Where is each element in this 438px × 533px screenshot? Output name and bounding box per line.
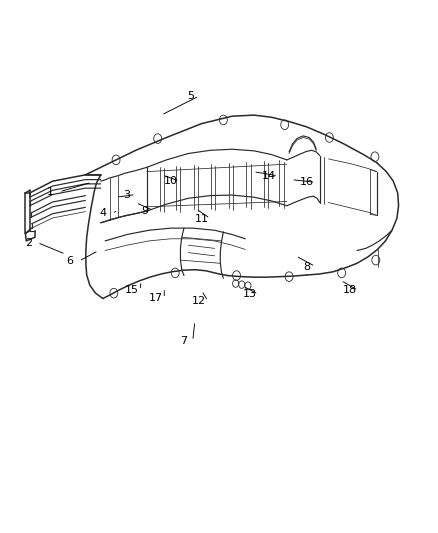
Text: 1: 1: [47, 187, 54, 197]
Text: 12: 12: [192, 296, 206, 306]
Text: 9: 9: [141, 206, 148, 215]
Text: 6: 6: [67, 256, 74, 266]
Text: 2: 2: [25, 238, 32, 247]
Text: 3: 3: [124, 190, 131, 199]
Text: 8: 8: [303, 262, 310, 271]
Text: 5: 5: [187, 91, 194, 101]
Text: 10: 10: [164, 176, 178, 186]
Text: 15: 15: [124, 286, 138, 295]
Text: 13: 13: [243, 289, 257, 299]
Text: 17: 17: [148, 294, 162, 303]
Text: 16: 16: [300, 177, 314, 187]
Text: 4: 4: [99, 208, 106, 218]
Text: 18: 18: [343, 286, 357, 295]
Text: 14: 14: [262, 171, 276, 181]
Text: 11: 11: [194, 214, 208, 223]
Text: 7: 7: [180, 336, 187, 346]
